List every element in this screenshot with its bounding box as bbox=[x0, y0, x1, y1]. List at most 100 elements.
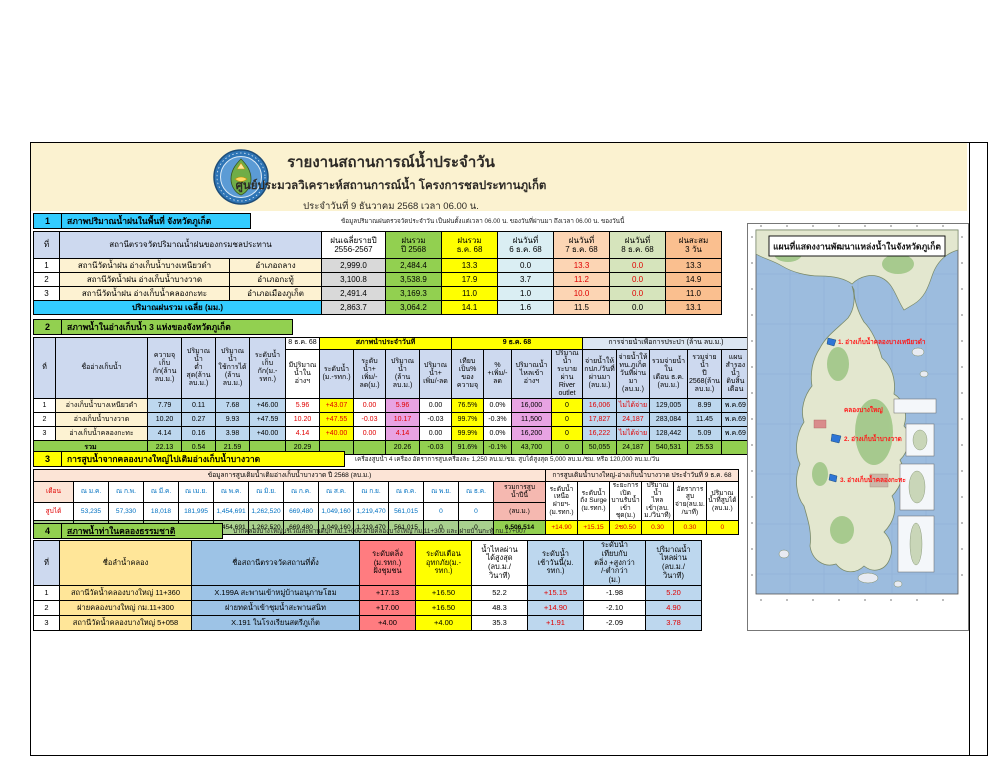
table-cell: 2,491.4 bbox=[321, 286, 386, 301]
table-cell: 0 bbox=[551, 426, 583, 442]
table-cell: 669,480 bbox=[283, 501, 319, 521]
table-cell: 99.7% bbox=[451, 412, 484, 428]
table-cell: 3,100.8 bbox=[321, 272, 386, 287]
section-1-row: 1 สภาพปริมาณน้ำฝนในพื้นที่ จังหวัดภูเก็ต… bbox=[33, 213, 624, 229]
table-cell: 2 bbox=[33, 600, 60, 616]
column-header: ฝนวันที่ 6 ธ.ค. 68 bbox=[497, 231, 554, 259]
table-cell: อำเภอกะทู้ bbox=[229, 272, 322, 287]
section-1-title: สภาพปริมาณน้ำฝนในพื้นที่ จังหวัดภูเก็ต bbox=[62, 213, 251, 229]
table-cell: 3 bbox=[33, 615, 60, 631]
map-label-canal: คลองบางใหญ่ bbox=[844, 405, 883, 414]
table-cell: 25.53 bbox=[687, 440, 722, 456]
column-header: แผน สำรองน้ำ ดิบสิ้น เดือน bbox=[720, 348, 750, 400]
table-cell: 3 bbox=[33, 286, 60, 301]
table-cell: (ลบ.ม.) bbox=[493, 501, 546, 521]
column-header: น้ำไหลผ่าน ได้สูงสุด (ลบ.ม./ วินาที) bbox=[471, 540, 528, 586]
table-cell: 57,330 bbox=[108, 501, 144, 521]
table-cell: 5.96 bbox=[285, 398, 320, 414]
table-cell: 11,500 bbox=[511, 412, 552, 428]
column-header: ระดับเตือน อุทกภัย(ม.- รทก.) bbox=[415, 540, 472, 586]
column-header: รวมจ่ายน้ำ ปี 2568(ล้าน ลบ.ม.) bbox=[687, 348, 722, 400]
table-cell: 5.96 bbox=[385, 398, 420, 414]
column-header: % +เพิ่ม/-ลด bbox=[483, 348, 512, 400]
table-cell: -0.1% bbox=[483, 440, 512, 456]
table-cell: ไม่ได้จ่าย bbox=[616, 426, 650, 442]
table-cell: 0 bbox=[458, 519, 494, 535]
table-cell: 0.0 bbox=[609, 286, 666, 301]
table-cell: สถานีวัดน้ำฝน อ่างเก็บน้ำบางเหนียวดำ bbox=[59, 258, 230, 273]
column-header: ณ มิ.ย. bbox=[248, 481, 284, 503]
column-header: ณ พ.ค. bbox=[213, 481, 249, 503]
table-cell: 1.0 bbox=[497, 286, 554, 301]
table-cell: -2.09 bbox=[583, 615, 646, 631]
section-2-number: 2 bbox=[33, 319, 62, 335]
column-header: ฝนรวม ปี 2568 bbox=[385, 231, 442, 259]
column-header: ณ ก.ค. bbox=[283, 481, 319, 503]
column-header: เทียบเป็น% ของความจุ bbox=[451, 348, 484, 400]
column-header: ระดับน้ำเก็บ กัก(ม.-รทก.) bbox=[249, 336, 286, 400]
table-cell: 91.6% bbox=[451, 440, 484, 456]
table-cell: 13.1 bbox=[665, 300, 722, 315]
column-header: รวมจ่ายน้ำใน เดือน ธ.ค. (ลบ.ม.) bbox=[649, 348, 688, 400]
table-cell: +47.59 bbox=[249, 412, 286, 428]
map-panel: 1. อ่างเก็บน้ำคลองบางเหนียวดำ คลองบางใหญ… bbox=[747, 223, 969, 631]
table-cell: 24,187 bbox=[616, 412, 650, 428]
table-cell: 1,262,520 bbox=[248, 519, 284, 535]
table-cell: 10.20 bbox=[285, 412, 320, 428]
column-header: ระดับน้ำ เช้าวันนี้(ม. รทก.) bbox=[527, 540, 584, 586]
column-header: ณ ก.ย. bbox=[353, 481, 389, 503]
table-cell: อำเภอถลาง bbox=[229, 258, 322, 273]
table-cell: 16,000 bbox=[511, 398, 552, 414]
table-cell: 16,222 bbox=[582, 426, 617, 442]
table-cell: 10.0 bbox=[553, 286, 610, 301]
table-cell: 10.20 bbox=[147, 412, 182, 428]
table-cell: ปริมาณฝนรวม เฉลี่ย (มม.) bbox=[33, 300, 322, 315]
column-header: รวมการสูบ น้ำปีนี้ bbox=[493, 481, 546, 503]
column-header: ที่ bbox=[33, 540, 60, 586]
column-header: การจ่ายน้ำเพื่อการประปา (ล้าน ลบ.ม.) bbox=[582, 337, 750, 350]
table-cell: 2,484.4 bbox=[385, 258, 442, 273]
column-header: มีปริมาณ น้ำในอ่างฯ bbox=[285, 348, 320, 400]
table-cell: ไม่ได้จ่าย bbox=[616, 398, 650, 414]
table-cell: +15.15 bbox=[527, 585, 584, 601]
table-cell: อ่างเก็บน้ำคลองกะทะ bbox=[55, 426, 148, 442]
map-label-reservoir-1: 1. อ่างเก็บน้ำคลองบางเหนียวดำ bbox=[838, 336, 926, 346]
reservoir-table: ที่ ชื่ออ่างเก็บน้ำ ความจุเก็บ กัก(ล้าน ลบ… bbox=[33, 336, 750, 456]
table-cell: +40.00 bbox=[319, 426, 354, 442]
table-cell: 0 bbox=[551, 440, 583, 456]
table-cell: +4.00 bbox=[359, 615, 416, 631]
table-cell: 4.14 bbox=[385, 426, 420, 442]
section-4-note: ปากคลองบางใหญ่บริเวณสะพานดีบุก กม.1+000 … bbox=[233, 528, 527, 535]
table-cell: 9.93 bbox=[215, 412, 250, 428]
table-cell: 0.11 bbox=[181, 398, 216, 414]
table-cell: 0.00 bbox=[419, 398, 452, 414]
section-3-note: เครื่องสูบน้ำ 4 เครื่อง อัตราการสูบเครื่… bbox=[355, 456, 660, 463]
table-cell: 11.0 bbox=[665, 286, 722, 301]
column-header: ระดับน้ำ (ม.-รทก.) bbox=[319, 348, 354, 400]
column-header: ปริมาณน้ำ (ล้าน ลบ.ม.) bbox=[385, 348, 420, 400]
column-header: ปริมาณน้ำ ไหลเข้าอ่างฯ bbox=[511, 348, 552, 400]
table-cell: 1,219,470 bbox=[353, 501, 389, 521]
phuket-map-image: 1. อ่างเก็บน้ำคลองบางเหนียวดำ คลองบางใหญ… bbox=[751, 225, 963, 601]
column-header: ณ พ.ย. bbox=[423, 481, 459, 503]
table-cell: 0.0 bbox=[609, 258, 666, 273]
column-header: อัตราการสูบ จ่าย(ลบ.ม. /นาที) bbox=[673, 481, 707, 521]
page-subtitle: ศูนย์ประมวลวิเคราะห์สถานการณ์น้ำ โครงการ… bbox=[235, 180, 547, 192]
table-cell: 0.0 bbox=[497, 258, 554, 273]
column-header: ชื่ออ่างเก็บน้ำ bbox=[55, 336, 148, 400]
section-2-row: 2 สภาพน้ำในอ่างเก็บน้ำ 3 แห่งของจังหวัดภ… bbox=[33, 319, 293, 335]
table-cell: ฝายทดน้ำเข้าชุมน้ำสะพานสนิท bbox=[191, 600, 360, 616]
column-header: ณ ม.ค. bbox=[73, 481, 109, 503]
table-cell: 0.00 bbox=[419, 426, 452, 442]
rainfall-table: ที่ สถานีตรวจวัดปริมาณน้ำฝนของกรมชลประทาน… bbox=[33, 231, 722, 315]
column-header: ข้อมูลการสูบเติมน้ำเติมอ่างเก็บน้ำบางวาด… bbox=[33, 469, 546, 482]
column-header: จ่ายน้ำให้ กปภ./วันที่ ผ่านมา (ลบ.ม.) bbox=[582, 348, 617, 400]
table-cell: X.199A สะพานเข้าหมู่บ้านอนุภาษโฮม bbox=[191, 585, 360, 601]
table-cell: 7.79 bbox=[147, 398, 182, 414]
table-cell: สถานีวัดน้ำฝน อ่างเก็บน้ำคลองกะทะ bbox=[59, 286, 230, 301]
table-cell: 18,018 bbox=[143, 501, 179, 521]
table-cell: สถานีวัดน้ำคลองบางใหญ่ 11+360 bbox=[59, 585, 192, 601]
table-cell: +43.07 bbox=[319, 398, 354, 414]
table-cell: 20.26 bbox=[385, 440, 420, 456]
